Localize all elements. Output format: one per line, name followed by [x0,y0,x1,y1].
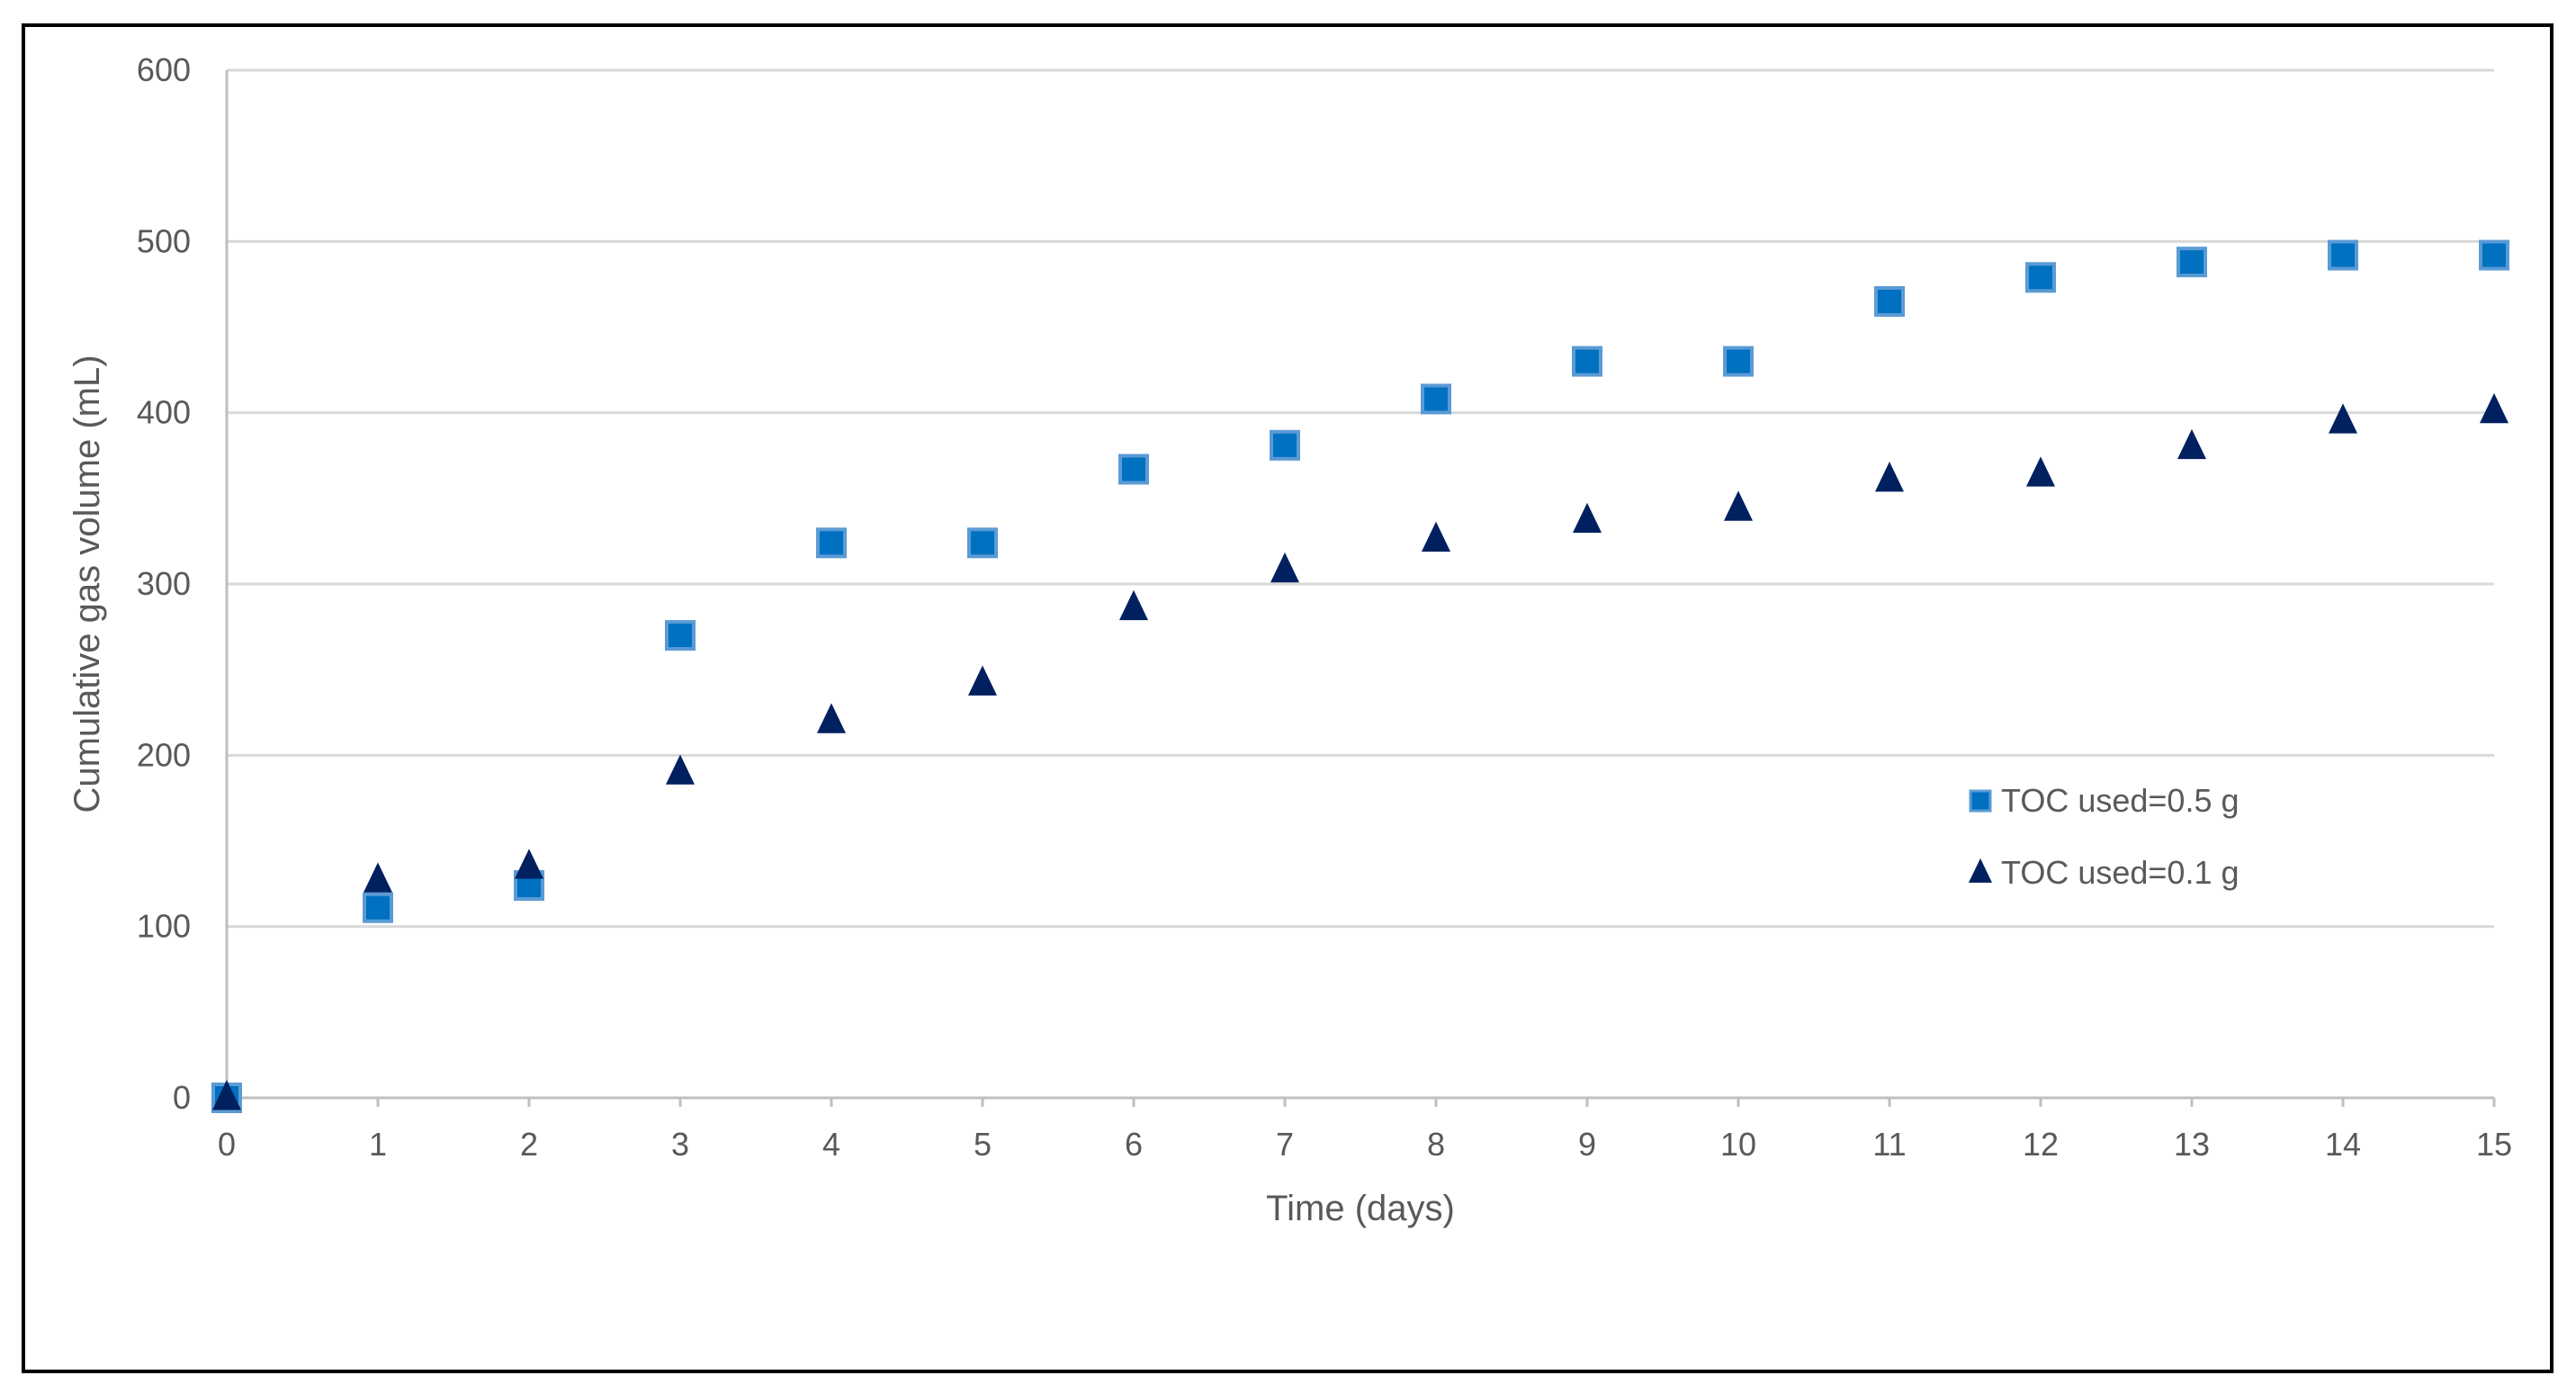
legend-triangle-marker-icon [1969,858,1992,883]
data-point-square [1723,346,1754,377]
y-tick-label: 400 [137,394,191,431]
x-tick-label: 2 [520,1126,538,1163]
y-tick-label: 0 [173,1079,191,1116]
data-point-square [2177,247,2207,278]
x-tick-label: 4 [822,1126,840,1163]
data-point-triangle [2026,456,2055,487]
x-tick-label: 7 [1276,1126,1294,1163]
data-point-triangle [212,1080,241,1110]
data-point-square [1572,346,1602,377]
x-tick-label: 1 [369,1126,387,1163]
data-point-triangle [817,703,846,733]
data-point-triangle [2329,403,2357,434]
legend: TOC used=0.5 g TOC used=0.1 g [1969,782,2239,891]
data-point-triangle [1875,462,1904,492]
data-point-triangle [1119,589,1148,621]
data-point-triangle [2480,392,2509,424]
y-axis-title: Cumulative gas volume (mL) [67,355,107,813]
data-point-square [2328,239,2358,271]
y-tick-label: 200 [137,736,191,773]
data-point-triangle [1270,552,1299,583]
data-point-triangle [666,754,695,785]
data-point-square [1270,429,1300,461]
data-point-square [1874,285,1905,317]
data-point-triangle [2177,428,2206,460]
x-tick-label: 12 [2023,1126,2059,1163]
x-tick-label: 9 [1578,1126,1596,1163]
data-point-triangle [364,862,392,893]
data-point-triangle [1724,490,1753,521]
x-tick-label: 14 [2325,1126,2361,1163]
data-point-square [665,620,696,652]
legend-square-marker-icon [1969,789,1992,813]
data-point-square [2479,239,2509,271]
x-tick-label: 5 [974,1126,992,1163]
data-point-square [967,527,998,559]
x-tick-label: 10 [1720,1126,1756,1163]
gridlines [227,68,2494,929]
x-axis-title: Time (days) [1266,1189,1455,1228]
legend-item-1: TOC used=0.1 g [1969,854,2239,891]
axes [225,70,2496,1107]
data-point-triangle [515,849,543,879]
y-tick-label: 300 [137,565,191,602]
data-point-square [363,892,393,923]
data-point-triangle [1573,502,1602,534]
x-tick-label: 0 [218,1126,236,1163]
data-point-square [1118,454,1149,485]
x-tick-label: 15 [2476,1126,2512,1163]
chart-frame [22,23,2554,1373]
x-tick-label: 6 [1125,1126,1143,1163]
data-point-triangle [968,665,997,696]
y-tick-label: 100 [137,908,191,945]
legend-label-0: TOC used=0.5 g [2001,782,2239,819]
data-point-triangle [1422,521,1450,552]
data-series [211,239,2509,1113]
data-point-square [2025,262,2056,293]
x-tick-label: 11 [1872,1126,1906,1163]
legend-item-0: TOC used=0.5 g [1969,782,2239,819]
x-tick-label: 3 [671,1126,689,1163]
data-point-square [1421,383,1451,415]
x-tick-label: 8 [1427,1126,1445,1163]
x-tick-label: 13 [2174,1126,2210,1163]
legend-label-1: TOC used=0.1 g [2001,854,2239,891]
y-tick-label: 500 [137,222,191,259]
y-tick-label: 600 [137,51,191,88]
data-point-square [816,527,847,559]
